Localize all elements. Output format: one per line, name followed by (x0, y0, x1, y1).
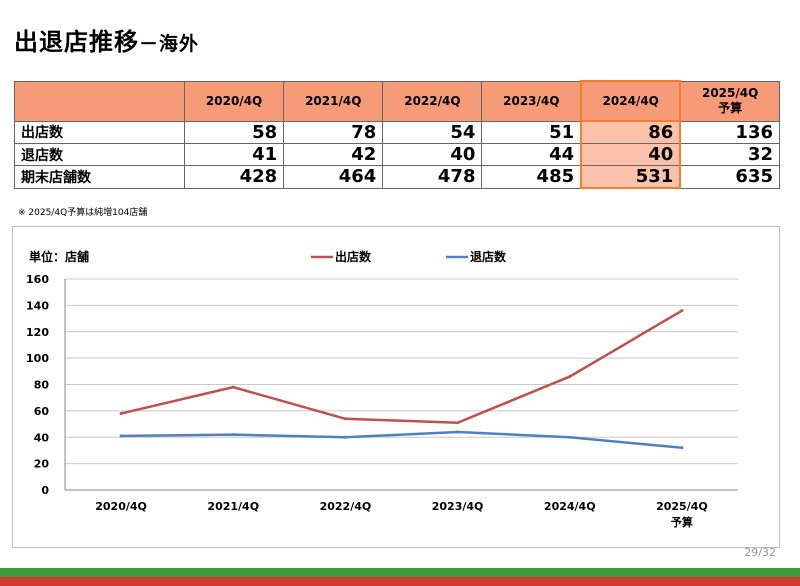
table-cell: 485 (481, 165, 582, 189)
data-point (343, 435, 347, 439)
data-point (456, 421, 460, 425)
data-point (680, 309, 684, 313)
column-header: 2020/4Q (183, 80, 285, 122)
table-cell: 635 (679, 165, 781, 189)
row-label: 期末店舗数 (14, 165, 185, 189)
data-point (568, 435, 572, 439)
data-point (231, 433, 235, 437)
data-point (231, 385, 235, 389)
legend-label: 出店数 (335, 249, 372, 264)
data-point (568, 375, 572, 379)
budget-note: ※ 2025/4Q予算は純増104店舗 (18, 208, 148, 218)
data-point (343, 417, 347, 421)
x-tick-label: 予算 (671, 515, 693, 529)
table-cell: 41 (183, 143, 285, 166)
y-tick-label: 20 (34, 458, 50, 471)
data-point (119, 434, 123, 438)
row-label: 出店数 (14, 120, 185, 144)
row-label: 退店数 (14, 143, 185, 166)
title-subtitle: －海外 (139, 33, 200, 55)
table-row: 出店数 58 78 54 51 86 136 (14, 120, 781, 144)
x-tick-label: 2022/4Q (320, 500, 372, 513)
y-tick-label: 40 (34, 431, 50, 444)
table-cell: 44 (481, 143, 582, 166)
data-point (456, 430, 460, 434)
column-header-budget: 2025/4Q 予算 (679, 80, 781, 122)
y-tick-label: 0 (41, 484, 49, 497)
table-cell: 428 (183, 165, 285, 189)
page-title: 出退店推移－海外 (14, 22, 199, 57)
y-tick-label: 140 (26, 299, 49, 312)
table-cell: 136 (679, 120, 781, 144)
table-cell-highlighted: 531 (580, 165, 682, 189)
table-cell: 478 (382, 165, 483, 189)
table-header-row: 2020/4Q 2021/4Q 2022/4Q 2023/4Q 2024/4Q … (14, 80, 781, 122)
y-tick-label: 80 (34, 379, 50, 392)
store-count-table: 2020/4Q 2021/4Q 2022/4Q 2023/4Q 2024/4Q … (14, 80, 781, 189)
column-header-highlighted: 2024/4Q (580, 80, 682, 122)
column-header: 2021/4Q (283, 80, 384, 122)
table-cell: 42 (283, 143, 384, 166)
data-point (119, 412, 123, 416)
footer-red-stripe (0, 577, 800, 586)
table-cell: 54 (382, 120, 483, 144)
series-line-openings (120, 309, 683, 424)
y-tick-label: 160 (26, 273, 49, 286)
x-tick-label: 2024/4Q (544, 500, 596, 513)
table-cell: 51 (481, 120, 582, 144)
table-row: 期末店舗数 428 464 478 485 531 635 (14, 165, 781, 189)
line-chart: 0 20 40 60 80 100 120 140 160 2020/4Q 2021/4Q 2022/… (26, 249, 738, 529)
table-cell: 40 (382, 143, 483, 166)
table-cell-highlighted: 40 (580, 143, 682, 166)
header-corner-cell (14, 80, 185, 122)
footer-green-stripe (0, 568, 800, 577)
column-header: 2023/4Q (481, 80, 582, 122)
table-cell-highlighted: 86 (580, 120, 682, 144)
y-tick-label: 60 (34, 405, 50, 418)
column-header: 2022/4Q (382, 80, 483, 122)
x-tick-label: 2023/4Q (432, 500, 484, 513)
table-cell: 58 (183, 120, 285, 144)
x-tick-label: 2020/4Q (95, 500, 147, 513)
page-number: 29/32 (744, 546, 776, 559)
series-line-closings (121, 430, 683, 450)
table-cell: 78 (283, 120, 384, 144)
y-axis-label: 単位：店舗 (29, 249, 89, 264)
x-tick-label: 2021/4Q (207, 500, 259, 513)
y-tick-label: 120 (26, 326, 49, 339)
line-chart-frame: 0 20 40 60 80 100 120 140 160 2020/4Q 2021/4Q 2022/… (12, 226, 780, 548)
y-tick-label: 100 (26, 352, 49, 365)
legend-label: 退店数 (470, 249, 507, 264)
table-row: 退店数 41 42 40 44 40 32 (14, 143, 781, 166)
data-point (680, 446, 684, 450)
table-cell: 464 (283, 165, 384, 189)
table-cell: 32 (679, 143, 781, 166)
x-tick-label: 2025/4Q (656, 500, 708, 513)
title-main: 出退店推移 (14, 28, 139, 56)
